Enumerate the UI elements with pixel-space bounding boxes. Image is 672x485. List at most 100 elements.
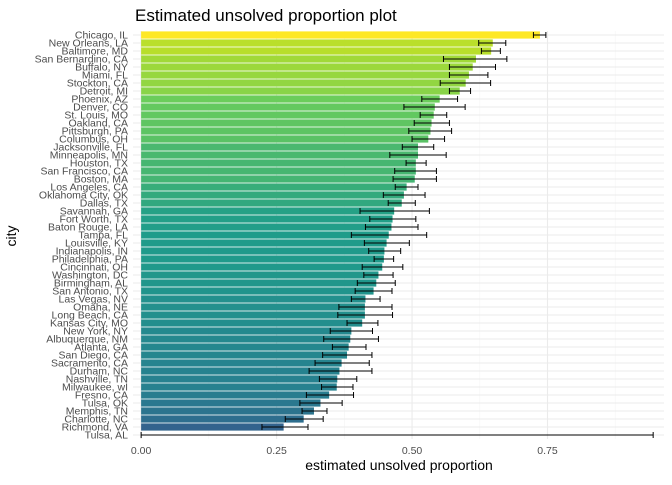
- city-label: Phoenix, AZ: [71, 94, 128, 106]
- city-label: Philadelphia, PA: [52, 254, 128, 266]
- city-label: Buffalo, NY: [75, 62, 128, 74]
- bar: [141, 255, 384, 263]
- bar: [141, 335, 351, 343]
- bar: [141, 143, 419, 151]
- error-bar: [354, 288, 393, 294]
- bar: [141, 159, 416, 167]
- city-label: Detroit, MI: [80, 86, 128, 98]
- error-bar: [368, 248, 402, 254]
- city-label: St. Louis, MO: [64, 110, 128, 122]
- bar: [141, 287, 374, 295]
- error-bar: [329, 328, 373, 334]
- bar: [141, 71, 469, 79]
- city-label: Richmond, VA: [62, 422, 128, 434]
- error-bar: [392, 176, 437, 182]
- bar: [141, 47, 492, 55]
- bar: [141, 231, 389, 239]
- bar: [141, 191, 404, 199]
- error-bar: [308, 368, 373, 374]
- error-bar: [448, 64, 496, 70]
- bar: [141, 87, 460, 95]
- error-bar: [318, 376, 358, 382]
- bar: [141, 399, 321, 407]
- error-bar: [389, 152, 447, 158]
- city-label: Long Beach, CA: [52, 310, 128, 322]
- error-bar: [321, 384, 354, 390]
- error-bar: [261, 424, 309, 430]
- bar: [141, 111, 434, 119]
- city-label: New Orleans, LA: [49, 38, 128, 50]
- city-label: Jacksonville, FL: [53, 142, 128, 154]
- city-label: Dallas, TX: [80, 198, 128, 210]
- error-bar: [405, 160, 427, 166]
- city-label: Houston, TX: [70, 158, 128, 170]
- bar: [141, 167, 416, 175]
- error-bar: [413, 120, 450, 126]
- bar: [141, 351, 348, 359]
- bar: [141, 279, 377, 287]
- error-bar: [408, 128, 453, 134]
- error-bar: [359, 208, 430, 214]
- error-bar: [350, 296, 381, 302]
- bar: [141, 423, 284, 431]
- error-bar: [299, 400, 343, 406]
- y-axis-title: city: [3, 226, 19, 247]
- city-label: San Diego, CA: [59, 350, 128, 362]
- bar: [141, 223, 392, 231]
- x-axis-title: estimated unsolved proportion: [305, 457, 493, 473]
- error-bar: [338, 304, 393, 310]
- error-bar: [301, 408, 328, 414]
- x-tick-label: 0.50: [402, 445, 423, 457]
- error-bar: [439, 80, 492, 86]
- error-bars: [140, 32, 654, 438]
- bar: [141, 183, 407, 191]
- bar: [141, 359, 342, 367]
- bar: [141, 199, 402, 207]
- city-label: Chicago, IL: [75, 30, 128, 42]
- bar: [141, 295, 366, 303]
- error-bar: [480, 48, 501, 54]
- city-label: Memphis, TN: [66, 406, 128, 418]
- city-label: Pittsburgh, PA: [62, 126, 128, 138]
- bar: [141, 327, 352, 335]
- error-bar: [350, 232, 428, 238]
- bar: [141, 239, 387, 247]
- bar: [141, 135, 429, 143]
- error-bar: [382, 192, 426, 198]
- city-label: Miami, FL: [82, 70, 128, 82]
- error-bar: [356, 280, 396, 286]
- bar: [141, 407, 314, 415]
- bar: [141, 319, 363, 327]
- bar: [141, 343, 349, 351]
- city-label: San Bernardino, CA: [35, 54, 128, 66]
- bar: [141, 31, 540, 39]
- city-label: Fort Worth, TX: [60, 214, 128, 226]
- error-bar: [401, 144, 435, 150]
- error-bar: [331, 344, 367, 350]
- error-bar: [322, 352, 373, 358]
- city-label: Baltimore, MD: [61, 46, 128, 58]
- city-label: Baton Rouge, LA: [48, 222, 128, 234]
- city-label: Louisville, KY: [65, 238, 128, 250]
- city-label: Tulsa, OK: [82, 398, 128, 410]
- city-label: San Francisco, CA: [40, 166, 128, 178]
- city-label: Sacramento, CA: [51, 358, 128, 370]
- city-label: Washington, DC: [52, 270, 128, 282]
- x-tick-label: 0.25: [266, 445, 287, 457]
- bar: [141, 247, 385, 255]
- city-label: Savannah, GA: [60, 206, 128, 218]
- bar: [141, 367, 340, 375]
- city-label: Albuquerque, NM: [46, 334, 128, 346]
- error-bar: [387, 200, 416, 206]
- bar: [141, 127, 431, 135]
- x-tick-label: 0.00: [131, 445, 152, 457]
- error-bar: [442, 56, 508, 62]
- error-bar: [346, 320, 379, 326]
- error-bar: [478, 40, 507, 46]
- city-label: Omaha, NE: [73, 302, 128, 314]
- bar: [141, 415, 304, 423]
- error-bar: [419, 112, 448, 118]
- error-bar: [369, 216, 417, 222]
- city-label: Cincinnati, OH: [60, 262, 128, 274]
- city-label: Charlotte, NC: [64, 414, 128, 426]
